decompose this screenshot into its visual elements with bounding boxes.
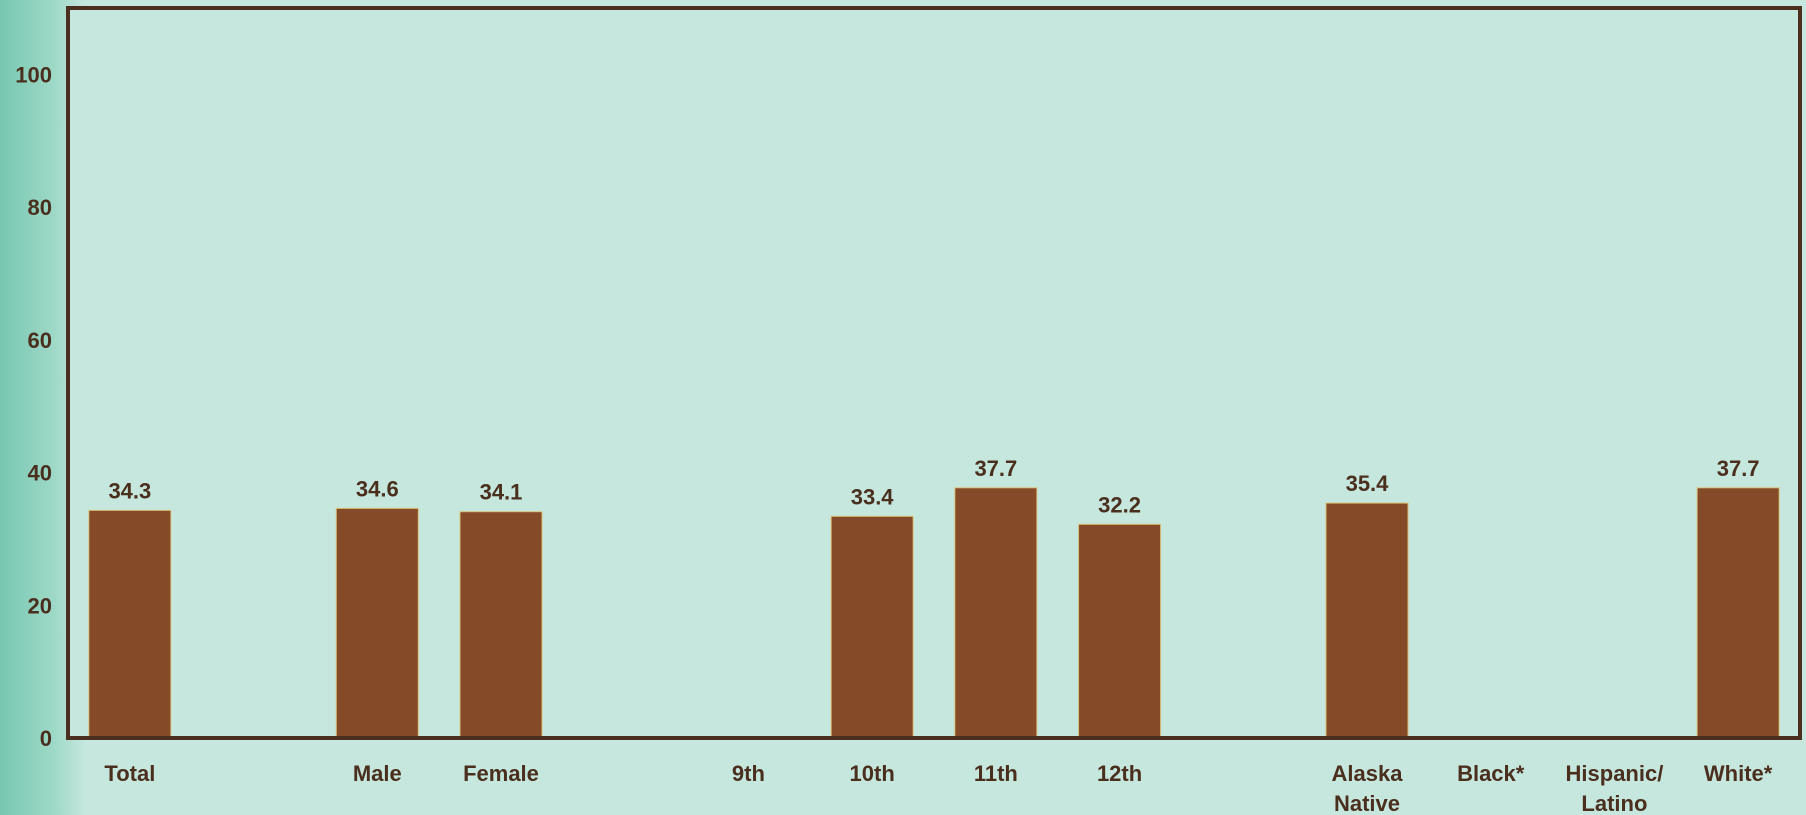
x-tick-label: Total [104, 761, 155, 786]
x-tick-label: Female [463, 761, 539, 786]
y-tick-label: 0 [40, 726, 52, 751]
bar [88, 509, 172, 739]
data-label: 34.3 [108, 478, 151, 503]
data-label: 32.2 [1098, 492, 1141, 517]
bar [1696, 487, 1780, 739]
plot-frame [66, 6, 1802, 740]
data-label: 34.6 [356, 476, 399, 501]
plot-area [68, 8, 1800, 738]
x-axis-ticks: Total Male Female 9th 10th 11th 12th Alaska Nati… [104, 761, 1772, 815]
x-tick-label: 11th [974, 761, 1018, 786]
x-tick-label: White* [1704, 761, 1773, 786]
plot-background [68, 8, 1800, 738]
y-tick-label: 80 [28, 195, 52, 220]
y-tick-label: 40 [28, 461, 52, 486]
axes [66, 6, 1802, 740]
data-labels: 34.3 34.6 34.1 33.4 37.7 32.2 35.4 37.7 [108, 456, 1759, 518]
data-label: 37.7 [974, 456, 1017, 481]
data-label: 37.7 [1717, 456, 1760, 481]
x-tick-label: Alaska Native [1332, 761, 1404, 815]
y-tick-label: 20 [28, 593, 52, 618]
y-tick-label: 100 [15, 62, 52, 87]
bar [830, 515, 914, 739]
data-label: 35.4 [1346, 471, 1390, 496]
x-tick-label: 12th [1097, 761, 1142, 786]
x-tick-label: Male [353, 761, 402, 786]
data-label: 33.4 [851, 484, 895, 509]
x-tick-label: 10th [850, 761, 895, 786]
x-tick-label: 9th [732, 761, 765, 786]
bar [1078, 523, 1162, 739]
bar [954, 487, 1038, 739]
bars [88, 487, 1780, 739]
bar [1325, 502, 1409, 739]
bar [335, 507, 419, 739]
x-tick-label: Hispanic/Latino [1566, 761, 1664, 815]
y-tick-label: 60 [28, 328, 52, 353]
y-axis-ticks: 0 20 40 60 80 100 [15, 62, 52, 751]
bar [459, 511, 543, 739]
data-label: 34.1 [480, 480, 523, 505]
x-tick-label: Black* [1457, 761, 1525, 786]
